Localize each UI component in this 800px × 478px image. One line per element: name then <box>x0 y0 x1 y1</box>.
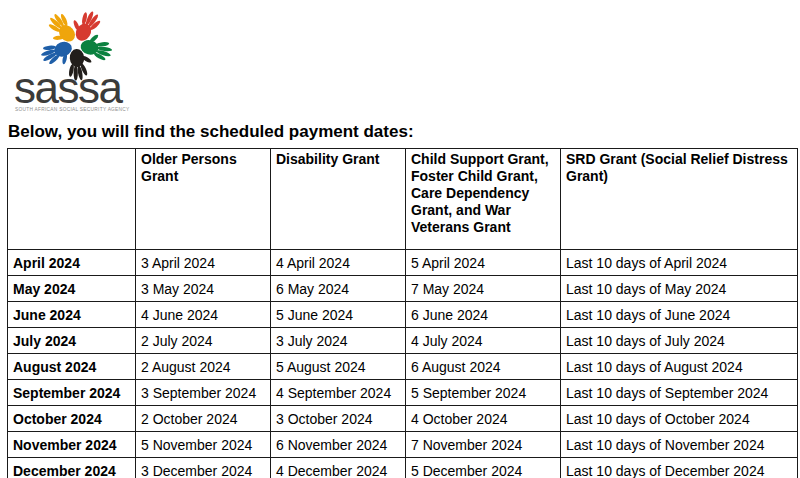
header-row: Older Persons Grant Disability Grant Chi… <box>8 149 798 250</box>
date-cell: 5 August 2024 <box>271 354 406 380</box>
date-cell: 7 November 2024 <box>406 432 561 458</box>
table-row: November 2024 5 November 2024 6 November… <box>8 432 798 458</box>
month-cell: July 2024 <box>8 328 136 354</box>
sassa-logo: sassa SOUTH AFRICAN SOCIAL SECURITY AGEN… <box>14 6 144 118</box>
date-cell: 3 May 2024 <box>136 276 271 302</box>
column-header-disability: Disability Grant <box>271 149 406 250</box>
date-cell: 4 June 2024 <box>136 302 271 328</box>
date-cell: 4 October 2024 <box>406 406 561 432</box>
column-header-child-support: Child Support Grant, Foster Child Grant,… <box>406 149 561 250</box>
date-cell: 2 July 2024 <box>136 328 271 354</box>
date-cell: Last 10 days of November 2024 <box>561 432 798 458</box>
date-cell: Last 10 days of October 2024 <box>561 406 798 432</box>
month-cell: April 2024 <box>8 250 136 276</box>
month-cell: May 2024 <box>8 276 136 302</box>
sassa-wordmark: sassa <box>14 66 121 110</box>
date-cell: 4 December 2024 <box>271 458 406 478</box>
column-header-month <box>8 149 136 250</box>
table-row: September 2024 3 September 2024 4 Septem… <box>8 380 798 406</box>
page: sassa SOUTH AFRICAN SOCIAL SECURITY AGEN… <box>0 0 800 478</box>
date-cell: 2 October 2024 <box>136 406 271 432</box>
date-cell: 6 May 2024 <box>271 276 406 302</box>
month-cell: October 2024 <box>8 406 136 432</box>
date-cell: 6 November 2024 <box>271 432 406 458</box>
month-cell: September 2024 <box>8 380 136 406</box>
month-cell: December 2024 <box>8 458 136 478</box>
date-cell: 7 May 2024 <box>406 276 561 302</box>
date-cell: Last 10 days of May 2024 <box>561 276 798 302</box>
date-cell: 3 December 2024 <box>136 458 271 478</box>
table-row: July 2024 2 July 2024 3 July 2024 4 July… <box>8 328 798 354</box>
date-cell: 5 November 2024 <box>136 432 271 458</box>
date-cell: Last 10 days of April 2024 <box>561 250 798 276</box>
date-cell: Last 10 days of August 2024 <box>561 354 798 380</box>
page-title: Below, you will find the scheduled payme… <box>8 122 414 142</box>
column-header-older-persons: Older Persons Grant <box>136 149 271 250</box>
table-row: December 2024 3 December 2024 4 December… <box>8 458 798 478</box>
date-cell: 3 October 2024 <box>271 406 406 432</box>
date-cell: 5 June 2024 <box>271 302 406 328</box>
date-cell: 6 June 2024 <box>406 302 561 328</box>
date-cell: Last 10 days of June 2024 <box>561 302 798 328</box>
table-row: June 2024 4 June 2024 5 June 2024 6 June… <box>8 302 798 328</box>
date-cell: 2 August 2024 <box>136 354 271 380</box>
date-cell: Last 10 days of December 2024 <box>561 458 798 478</box>
table-row: May 2024 3 May 2024 6 May 2024 7 May 202… <box>8 276 798 302</box>
date-cell: 4 April 2024 <box>271 250 406 276</box>
sassa-tagline: SOUTH AFRICAN SOCIAL SECURITY AGENCY <box>15 107 130 112</box>
date-cell: 3 April 2024 <box>136 250 271 276</box>
date-cell: 4 July 2024 <box>406 328 561 354</box>
date-cell: Last 10 days of July 2024 <box>561 328 798 354</box>
date-cell: 4 September 2024 <box>271 380 406 406</box>
month-cell: June 2024 <box>8 302 136 328</box>
month-cell: August 2024 <box>8 354 136 380</box>
date-cell: 5 April 2024 <box>406 250 561 276</box>
date-cell: Last 10 days of September 2024 <box>561 380 798 406</box>
payment-dates-table: Older Persons Grant Disability Grant Chi… <box>7 148 798 478</box>
table-row: August 2024 2 August 2024 5 August 2024 … <box>8 354 798 380</box>
date-cell: 3 September 2024 <box>136 380 271 406</box>
column-header-srd: SRD Grant (Social Relief Distress Grant) <box>561 149 798 250</box>
table-row: October 2024 2 October 2024 3 October 20… <box>8 406 798 432</box>
date-cell: 5 September 2024 <box>406 380 561 406</box>
month-cell: November 2024 <box>8 432 136 458</box>
date-cell: 5 December 2024 <box>406 458 561 478</box>
date-cell: 6 August 2024 <box>406 354 561 380</box>
table-row: April 2024 3 April 2024 4 April 2024 5 A… <box>8 250 798 276</box>
date-cell: 3 July 2024 <box>271 328 406 354</box>
